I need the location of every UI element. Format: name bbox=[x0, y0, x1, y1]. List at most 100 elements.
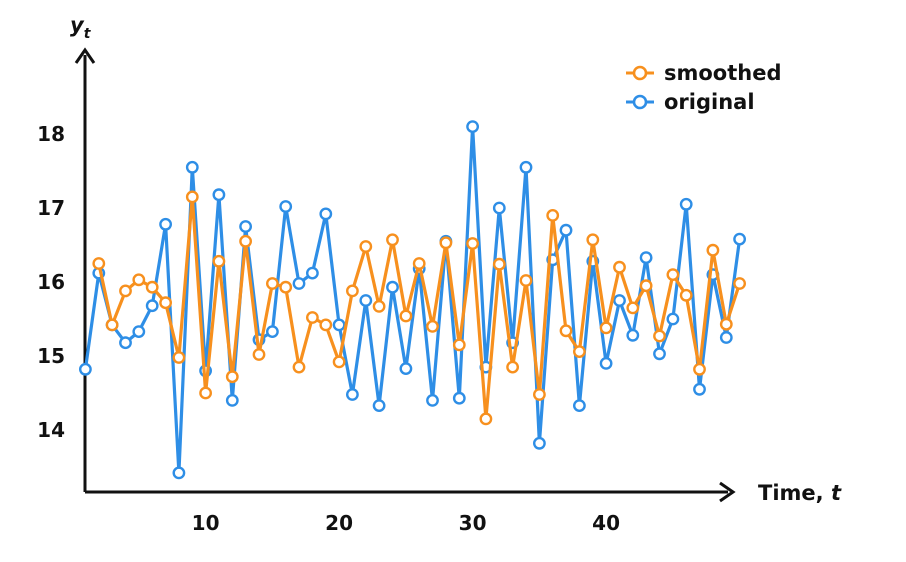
data-point-smoothed bbox=[305, 311, 319, 324]
data-point-smoothed bbox=[132, 273, 146, 287]
data-point-original bbox=[239, 220, 253, 233]
data-point-original bbox=[693, 382, 706, 396]
data-point-original bbox=[399, 362, 413, 375]
data-point-original bbox=[292, 277, 306, 290]
data-point-smoothed bbox=[452, 338, 466, 352]
data-point-smoothed bbox=[426, 319, 439, 333]
data-point-smoothed bbox=[265, 277, 279, 290]
series-layer bbox=[79, 120, 746, 480]
data-point-smoothed bbox=[479, 412, 493, 426]
data-point-smoothed bbox=[225, 370, 239, 384]
data-point-original bbox=[653, 347, 666, 361]
y-tick-labels: 14 15 16 17 18 bbox=[37, 122, 65, 442]
data-point-smoothed bbox=[145, 280, 159, 294]
data-point-original bbox=[212, 188, 226, 202]
data-point-smoothed bbox=[252, 348, 266, 361]
data-point-smoothed bbox=[706, 243, 720, 257]
x-tick-label: 10 bbox=[192, 511, 220, 535]
data-point-original bbox=[265, 325, 279, 338]
data-point-smoothed bbox=[332, 355, 346, 369]
data-point-original bbox=[639, 251, 653, 265]
data-point-smoothed bbox=[533, 388, 546, 401]
data-point-original bbox=[613, 294, 626, 307]
data-point-original bbox=[533, 436, 546, 450]
data-point-smoothed bbox=[386, 233, 399, 247]
data-point-smoothed bbox=[172, 351, 186, 364]
data-point-original bbox=[159, 217, 173, 231]
x-axis-label-prefix: Time, bbox=[758, 481, 831, 505]
x-axis-label: Time, t bbox=[758, 481, 842, 505]
data-point-original bbox=[559, 223, 573, 237]
data-point-smoothed bbox=[613, 260, 626, 274]
data-point-smoothed bbox=[639, 279, 653, 293]
y-tick-label: 18 bbox=[37, 122, 65, 146]
legend: smoothed original bbox=[626, 61, 782, 114]
data-point-smoothed bbox=[239, 234, 253, 248]
y-tick-label: 17 bbox=[37, 196, 65, 220]
data-point-original bbox=[666, 312, 680, 326]
data-point-original bbox=[386, 280, 399, 294]
data-point-original bbox=[733, 232, 746, 246]
x-axis-arrow bbox=[719, 481, 736, 503]
data-point-original bbox=[119, 336, 132, 350]
y-tick-label: 16 bbox=[37, 270, 65, 294]
data-point-original bbox=[492, 201, 506, 215]
x-tick-label: 30 bbox=[459, 511, 487, 535]
data-point-smoothed bbox=[466, 237, 479, 250]
legend-label: original bbox=[664, 90, 755, 114]
data-point-smoothed bbox=[105, 318, 119, 332]
data-point-original bbox=[452, 391, 466, 405]
y-axis-arrow bbox=[74, 47, 96, 64]
y-axis-label-base: y bbox=[70, 13, 85, 37]
axes bbox=[74, 47, 736, 503]
x-axis-label-variable: t bbox=[831, 481, 842, 505]
data-point-smoothed bbox=[519, 274, 533, 287]
data-point-smoothed bbox=[212, 254, 226, 268]
data-point-original bbox=[145, 299, 159, 313]
data-point-original bbox=[132, 325, 146, 338]
y-axis-label-subscript: t bbox=[84, 26, 92, 42]
data-point-smoothed bbox=[653, 329, 666, 343]
data-point-original bbox=[345, 388, 359, 401]
data-point-smoothed bbox=[119, 284, 132, 298]
data-point-original bbox=[185, 160, 199, 174]
data-point-smoothed bbox=[506, 360, 519, 374]
data-point-smoothed bbox=[599, 321, 613, 335]
data-point-smoothed bbox=[279, 280, 293, 294]
data-point-original bbox=[679, 197, 693, 211]
data-point-smoothed bbox=[412, 257, 426, 270]
data-point-smoothed bbox=[719, 317, 733, 331]
data-point-smoothed bbox=[399, 309, 413, 323]
series-smoothed bbox=[92, 190, 746, 426]
x-tick-label: 20 bbox=[325, 511, 353, 535]
data-point-smoothed bbox=[372, 299, 386, 313]
data-point-smoothed bbox=[733, 277, 746, 290]
data-point-original bbox=[172, 466, 186, 480]
legend-item-original: original bbox=[626, 90, 755, 114]
data-point-original bbox=[319, 207, 333, 221]
data-point-smoothed bbox=[559, 324, 573, 338]
data-point-original bbox=[279, 200, 293, 213]
data-point-smoothed bbox=[319, 318, 333, 332]
data-point-smoothed bbox=[546, 208, 560, 222]
data-point-smoothed bbox=[185, 190, 199, 204]
data-point-original bbox=[599, 356, 613, 370]
data-point-smoothed bbox=[292, 360, 306, 374]
y-axis-label: yt bbox=[70, 13, 92, 42]
data-point-original bbox=[426, 393, 439, 407]
data-point-smoothed bbox=[439, 236, 453, 250]
legend-swatch-marker bbox=[632, 65, 648, 81]
series-original bbox=[79, 120, 746, 480]
data-point-original bbox=[519, 160, 533, 174]
data-point-original bbox=[466, 120, 479, 134]
data-point-original bbox=[372, 399, 386, 412]
legend-item-smoothed: smoothed bbox=[626, 61, 782, 85]
data-point-smoothed bbox=[693, 362, 706, 376]
data-point-smoothed bbox=[586, 233, 600, 247]
series-line-smoothed bbox=[97, 195, 742, 421]
y-tick-label: 15 bbox=[37, 344, 65, 368]
data-point-smoothed bbox=[666, 268, 680, 281]
data-point-original bbox=[225, 393, 239, 407]
data-point-smoothed bbox=[626, 301, 640, 315]
